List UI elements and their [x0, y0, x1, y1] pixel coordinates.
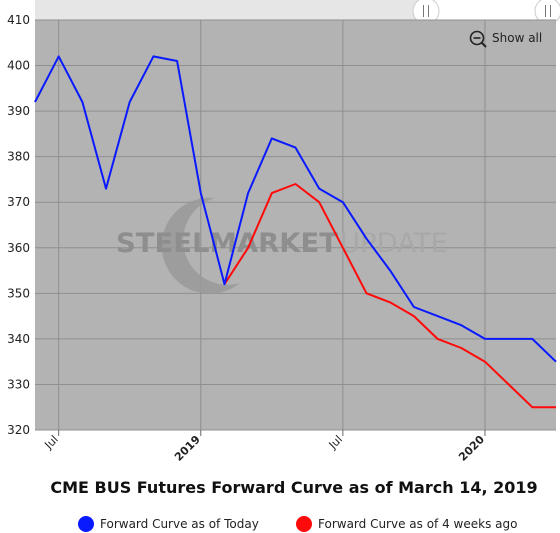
series-line[interactable] — [223, 183, 557, 409]
legend-marker[interactable] — [296, 516, 312, 532]
watermark: STEELMARKET UPDATE — [116, 197, 448, 294]
y-axis: 320 330 340 350 360 370 380 390 400 410 — [7, 13, 30, 437]
x-axis: Jul 2019 Jul 2020 — [42, 430, 487, 464]
y-tick-label: 350 — [7, 286, 30, 300]
y-tick-label: 390 — [7, 104, 30, 118]
legend-label[interactable]: Forward Curve as of Today — [100, 517, 259, 531]
series-layer — [34, 55, 557, 409]
y-tick-label: 330 — [7, 377, 30, 391]
navigator-selection[interactable] — [426, 0, 550, 20]
watermark-swoosh-icon — [161, 197, 240, 294]
y-tick-label: 380 — [7, 150, 30, 164]
y-tick-label: 340 — [7, 332, 30, 346]
y-tick-label: 360 — [7, 241, 30, 255]
series-line[interactable] — [34, 55, 557, 363]
y-tick-label: 320 — [7, 423, 30, 437]
y-tick-label: 400 — [7, 59, 30, 73]
navigator-bar[interactable] — [35, 0, 560, 25]
show-all-button[interactable]: Show all — [463, 26, 549, 50]
watermark-light-text: UPDATE — [340, 228, 448, 259]
y-tick-label: 370 — [7, 195, 30, 209]
watermark-dark-text: STEELMARKET — [116, 228, 339, 259]
x-tick-label: 2019 — [172, 433, 203, 464]
x-tick-label: Jul — [42, 433, 61, 452]
show-all-label[interactable]: Show all — [492, 31, 542, 45]
legend-item[interactable]: Forward Curve as of 4 weeks ago — [296, 516, 517, 532]
x-tick-label: Jul — [326, 433, 345, 452]
legend[interactable]: Forward Curve as of Today Forward Curve a… — [78, 516, 517, 532]
chart-title: CME BUS Futures Forward Curve as of Marc… — [50, 478, 537, 497]
legend-label[interactable]: Forward Curve as of 4 weeks ago — [318, 517, 517, 531]
plot-area — [35, 20, 556, 430]
legend-item[interactable]: Forward Curve as of Today — [78, 516, 259, 532]
x-tick-label: 2020 — [456, 433, 487, 464]
y-tick-label: 410 — [7, 13, 30, 27]
legend-marker[interactable] — [78, 516, 94, 532]
zoom-out-icon[interactable] — [469, 30, 487, 48]
